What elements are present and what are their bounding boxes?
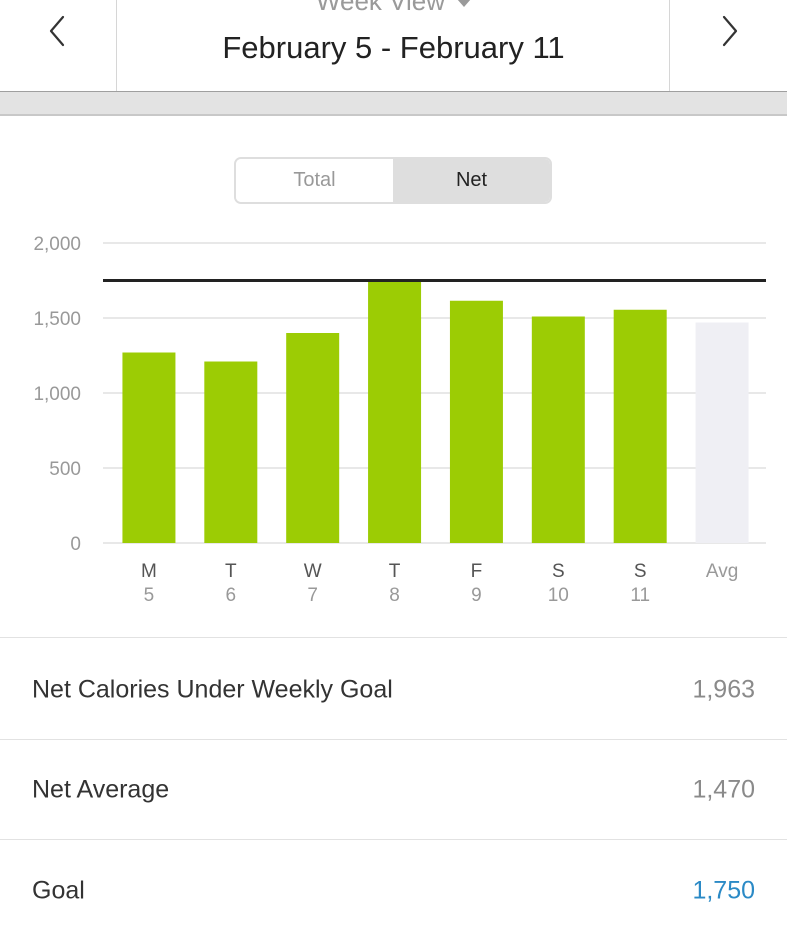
day-bar	[286, 333, 340, 543]
stat-row-goal[interactable]: Goal 1,750	[0, 841, 787, 941]
day-bar	[613, 309, 667, 543]
week-header: Week View February 5 - February 11	[0, 0, 787, 91]
x-tick-label: W	[304, 561, 322, 582]
x-tick-day-number: 7	[307, 585, 318, 606]
divider	[0, 839, 787, 840]
previous-week-button[interactable]	[0, 0, 117, 91]
y-tick-label: 1,500	[33, 309, 81, 330]
x-tick-label: Avg	[706, 561, 738, 582]
day-bar	[531, 316, 585, 543]
stat-row-net-average: Net Average 1,470	[0, 740, 787, 840]
week-view-label: Week View	[315, 0, 446, 16]
average-bar	[695, 322, 749, 543]
stat-value: 1,963	[692, 675, 755, 704]
x-tick-label: F	[471, 561, 483, 582]
x-tick-label: T	[389, 561, 401, 582]
caret-down-icon	[457, 0, 472, 8]
stat-label: Goal	[32, 876, 85, 905]
x-tick-day-number: 9	[471, 585, 482, 606]
stat-row-under-goal: Net Calories Under Weekly Goal 1,963	[0, 640, 787, 740]
chevron-left-icon	[49, 15, 65, 46]
week-view-dropdown[interactable]: Week View	[0, 0, 787, 17]
x-tick-label: T	[225, 561, 237, 582]
toggle-net[interactable]: Net	[393, 159, 550, 202]
x-tick-day-number: 8	[389, 585, 400, 606]
y-tick-label: 1,000	[33, 384, 81, 405]
day-bar	[122, 352, 176, 543]
stat-label: Net Average	[32, 775, 170, 804]
y-tick-label: 0	[70, 534, 81, 555]
toggle-total[interactable]: Total	[236, 159, 393, 202]
x-tick-day-number: 5	[144, 585, 155, 606]
divider	[0, 739, 787, 740]
day-bar	[368, 280, 422, 543]
stat-label: Net Calories Under Weekly Goal	[32, 675, 393, 704]
x-tick-day-number: 11	[630, 585, 650, 606]
date-range-title: February 5 - February 11	[222, 30, 565, 65]
x-tick-label: M	[141, 561, 157, 582]
x-tick-label: S	[634, 561, 647, 582]
day-bar	[449, 300, 503, 543]
x-tick-label: S	[552, 561, 565, 582]
x-tick-day-number: 6	[226, 585, 237, 606]
section-separator	[0, 91, 787, 116]
net-calories-chart: 0 500 1,000 1,500 2,000 M 5 T 6 W 7 T 8 F 9 S 10 S 11 Avg	[33, 234, 766, 606]
x-tick-day-number: 10	[548, 585, 569, 606]
day-bar	[204, 361, 258, 543]
stat-value: 1,470	[692, 775, 755, 804]
y-tick-label: 500	[49, 459, 81, 480]
total-net-toggle[interactable]: Total Net	[234, 157, 552, 204]
goal-value[interactable]: 1,750	[692, 876, 755, 905]
chevron-right-icon	[722, 15, 737, 46]
y-tick-label: 2,000	[33, 234, 81, 255]
divider	[0, 637, 787, 638]
next-week-button[interactable]	[669, 0, 787, 91]
